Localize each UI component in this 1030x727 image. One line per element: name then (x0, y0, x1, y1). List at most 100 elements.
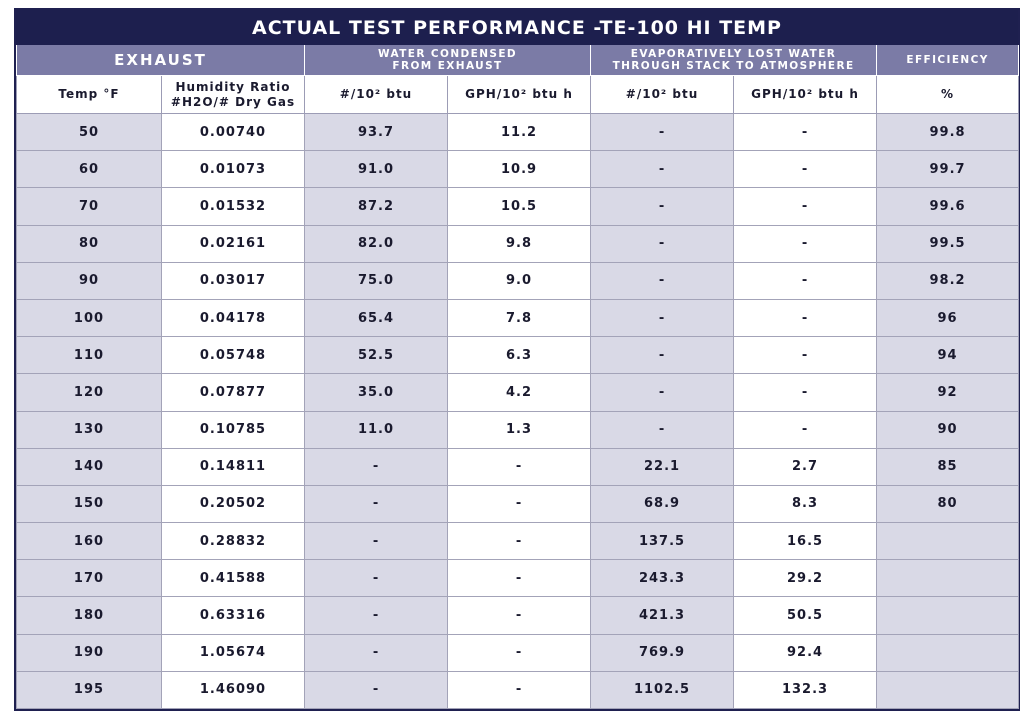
cell-evap-gph: - (733, 298, 878, 338)
col-header-evap-gph: GPH/10² btu h (733, 75, 878, 114)
cell-humidity-ratio: 0.14811 (160, 447, 306, 486)
cell-efficiency: 90 (876, 410, 1020, 449)
group-evaporatively-lost-line2: THROUGH STACK TO ATMOSPHERE (612, 60, 855, 72)
cell-evap-lb: - (590, 112, 735, 152)
col-header-condensed-gph: GPH/10² btu h (447, 75, 592, 114)
table-row: 50 0.00740 93.7 11.2- -99.8 (16, 112, 1020, 152)
cell-evap-lb: - (590, 261, 735, 300)
cell-evap-gph: - (733, 261, 878, 300)
cell-humidity-ratio: 0.00740 (160, 112, 306, 152)
cell-evap-gph: - (733, 187, 878, 226)
table-row: 100 0.04178 65.4 7.8- -96 (16, 298, 1020, 338)
table-row: 110 0.05748 52.5 6.3- -94 (16, 336, 1020, 375)
cell-evap-gph: - (733, 336, 878, 375)
table-row: 60 0.01073 91.0 10.9- -99.7 (16, 150, 1020, 189)
cell-efficiency: 96 (876, 298, 1020, 338)
cell-condensed-lb: - (304, 522, 449, 561)
cell-efficiency (876, 596, 1020, 635)
cell-condensed-gph: 7.8 (447, 298, 592, 338)
col-header-humidity-line2: #H2O/# Dry Gas (170, 94, 296, 109)
table-row: 130 0.10785 11.0 1.3- -90 (16, 410, 1020, 449)
cell-evap-gph: 16.5 (733, 522, 878, 561)
cell-temp: 110 (16, 336, 162, 375)
cell-evap-gph: - (733, 410, 878, 449)
col-header-condensed-lb: #/10² btu (304, 75, 449, 114)
cell-evap-gph: 132.3 (733, 670, 878, 710)
cell-evap-gph: 8.3 (733, 484, 878, 524)
table-row: 160 0.28832- -137.5 16.5 (16, 522, 1020, 561)
cell-evap-lb: - (590, 150, 735, 189)
cell-condensed-lb: - (304, 633, 449, 672)
cell-condensed-gph: 1.3 (447, 410, 592, 449)
table-body: 50 0.00740 93.7 11.2- -99.8 60 0.01073 91.0 10.9… (16, 112, 1020, 710)
col-header-evap-lb: #/10² btu (590, 75, 735, 114)
cell-condensed-lb: 75.0 (304, 261, 449, 300)
group-header-row: EXHAUST WATER CONDENSED FROM EXHAUST EVA… (15, 45, 1020, 76)
cell-humidity-ratio: 0.01073 (160, 150, 306, 189)
cell-evap-lb: 1102.5 (590, 670, 735, 710)
group-exhaust: EXHAUST (15, 45, 306, 76)
table-row: 140 0.14811- -22.1 2.7 85 (16, 447, 1020, 486)
cell-evap-lb: 421.3 (590, 596, 735, 635)
table-row: 80 0.02161 82.0 9.8- -99.5 (16, 224, 1020, 263)
cell-temp: 80 (16, 224, 162, 263)
cell-evap-lb: - (590, 187, 735, 226)
cell-temp: 120 (16, 373, 162, 412)
cell-evap-gph: - (733, 112, 878, 152)
cell-condensed-gph: - (447, 522, 592, 561)
cell-condensed-lb: - (304, 484, 449, 524)
cell-evap-gph: - (733, 150, 878, 189)
cell-condensed-lb: - (304, 596, 449, 635)
col-header-efficiency-pct: % (876, 75, 1020, 114)
cell-evap-lb: 243.3 (590, 559, 735, 598)
cell-condensed-gph: - (447, 596, 592, 635)
cell-efficiency: 80 (876, 484, 1020, 524)
cell-humidity-ratio: 0.02161 (160, 224, 306, 263)
cell-condensed-lb: 93.7 (304, 112, 449, 152)
cell-temp: 190 (16, 633, 162, 672)
cell-temp: 170 (16, 559, 162, 598)
cell-condensed-gph: - (447, 447, 592, 486)
group-water-condensed-line2: FROM EXHAUST (392, 60, 503, 72)
table-row: 180 0.63316- -421.3 50.5 (16, 596, 1020, 635)
cell-condensed-gph: 11.2 (447, 112, 592, 152)
cell-efficiency: 98.2 (876, 261, 1020, 300)
cell-condensed-gph: 6.3 (447, 336, 592, 375)
group-evaporatively-lost: EVAPORATIVELY LOST WATER THROUGH STACK T… (590, 45, 878, 76)
cell-temp: 150 (16, 484, 162, 524)
cell-humidity-ratio: 0.41588 (160, 559, 306, 598)
cell-condensed-gph: 4.2 (447, 373, 592, 412)
cell-temp: 90 (16, 261, 162, 300)
cell-temp: 195 (16, 670, 162, 710)
cell-condensed-gph: 9.0 (447, 261, 592, 300)
cell-evap-gph: 2.7 (733, 447, 878, 486)
performance-table: EXHAUST WATER CONDENSED FROM EXHAUST EVA… (15, 45, 1020, 710)
cell-condensed-lb: - (304, 447, 449, 486)
table-row: 150 0.20502- -68.9 8.3 80 (16, 484, 1020, 524)
cell-evap-gph: 29.2 (733, 559, 878, 598)
cell-temp: 50 (16, 112, 162, 152)
cell-temp: 70 (16, 187, 162, 226)
cell-humidity-ratio: 0.04178 (160, 298, 306, 338)
cell-efficiency: 99.8 (876, 112, 1020, 152)
cell-evap-gph: - (733, 373, 878, 412)
table-row: 90 0.03017 75.0 9.0- -98.2 (16, 261, 1020, 300)
cell-humidity-ratio: 0.28832 (160, 522, 306, 561)
cell-evap-lb: 68.9 (590, 484, 735, 524)
cell-efficiency (876, 633, 1020, 672)
cell-evap-lb: - (590, 336, 735, 375)
performance-table-card: ACTUAL TEST PERFORMANCE -TE-100 HI TEMP … (14, 8, 1020, 711)
cell-condensed-gph: - (447, 484, 592, 524)
cell-humidity-ratio: 0.10785 (160, 410, 306, 449)
group-water-condensed: WATER CONDENSED FROM EXHAUST (304, 45, 592, 76)
group-evaporatively-lost-line1: EVAPORATIVELY LOST WATER (630, 48, 837, 60)
group-water-condensed-line1: WATER CONDENSED (378, 48, 518, 60)
cell-efficiency: 92 (876, 373, 1020, 412)
col-header-temp: Temp °F (16, 75, 162, 114)
cell-condensed-gph: 9.8 (447, 224, 592, 263)
cell-efficiency: 99.7 (876, 150, 1020, 189)
table-row: 120 0.07877 35.0 4.2- -92 (16, 373, 1020, 412)
cell-condensed-gph: - (447, 633, 592, 672)
cell-temp: 130 (16, 410, 162, 449)
col-header-humidity: Humidity Ratio #H2O/# Dry Gas (160, 75, 306, 114)
